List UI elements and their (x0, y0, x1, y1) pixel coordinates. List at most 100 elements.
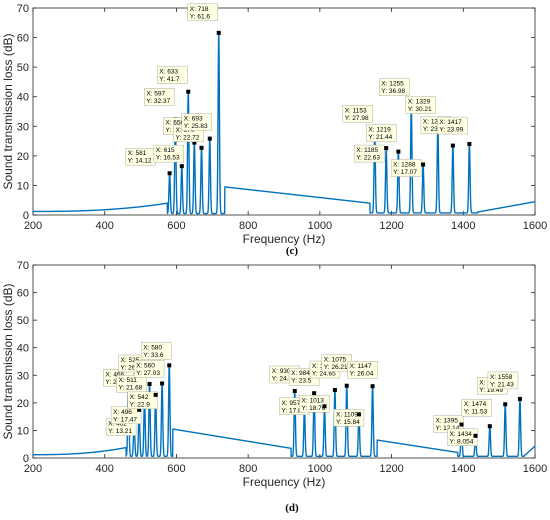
datatip-x-text: X: 1558 (490, 374, 513, 381)
datatip-y-text: Y: 14.12 (128, 158, 152, 165)
datatip-box (299, 395, 330, 413)
datatip-box (347, 361, 378, 379)
panel-label: (d) (285, 502, 299, 514)
datatip-y-text: Y: 23.99 (439, 127, 463, 134)
datatip-y-text: Y: 13.21 (108, 428, 132, 435)
datatip-x-text: X: 1434 (449, 431, 472, 438)
x-tick-label: 200 (24, 220, 42, 232)
x-tick-label: 1000 (308, 463, 332, 475)
x-tick-label: 600 (167, 463, 185, 475)
datatip-box (157, 66, 188, 84)
datatip-marker (396, 149, 401, 154)
chart-panel-c: 0 10 20 30 40 50 60 70 200 400 600 800 1000 1200 1400 1… (1, 3, 547, 257)
datatip-y-text: Y: 21.68 (119, 385, 143, 392)
datatip-y-text: Y: 41.7 (159, 76, 180, 83)
datatip-y-text: Y: 26.21 (324, 364, 348, 371)
y-tick-label: 10 (17, 180, 29, 192)
datatip-x-text: X: 511 (119, 377, 138, 384)
datatip-marker (384, 146, 389, 151)
datatip-x-text: X: 984 (291, 370, 310, 377)
datatip-x-text: X: 1219 (368, 127, 391, 134)
datatip-y-text: Y: 12.14 (435, 425, 459, 432)
datatip-x-text: X: 1417 (439, 119, 462, 126)
x-tick-label: 600 (167, 220, 185, 232)
datatip-box (153, 144, 185, 163)
datatip-x-text: X: 581 (128, 150, 147, 157)
datatip-box (110, 406, 142, 425)
datatip-marker (356, 412, 361, 417)
datatip-x-text: X: 466 (105, 371, 124, 378)
datatip-x-text: X: 1109 (336, 411, 358, 418)
datatip-marker (473, 433, 478, 438)
x-tick-label: 1200 (379, 220, 403, 232)
datatip-y-text: Y: 8.054 (449, 438, 473, 445)
datatip-box (353, 144, 385, 163)
datatip-x-text: X: 718 (190, 6, 209, 13)
datatip-x-text: X: 496 (113, 409, 132, 416)
datatip-box (187, 3, 218, 22)
datatip-y-text: Y: 27.98 (345, 115, 369, 122)
datatip-y-text: Y: 25.83 (184, 123, 208, 130)
datatip-marker (192, 140, 197, 145)
x-tick-label: 1600 (523, 220, 547, 232)
datatip-marker (292, 388, 297, 393)
datatip-box (342, 105, 373, 123)
datatip-box (333, 409, 365, 427)
datatip-x-text: X: 580 (143, 344, 162, 351)
datatip-y-text: Y: 16.53 (156, 155, 180, 162)
y-tick-label: 50 (17, 315, 29, 327)
y-tick-label: 30 (17, 370, 29, 382)
datatip-box (390, 159, 422, 177)
x-tick-label: 400 (96, 463, 114, 475)
datatip-y-text: Y: 11.53 (464, 409, 488, 416)
datatip-marker (467, 142, 472, 147)
datatip-marker (216, 30, 221, 35)
datatip-x-text: X: 542 (130, 394, 149, 401)
y-tick-label: 50 (17, 62, 29, 74)
y-tick-label: 30 (17, 121, 29, 133)
x-tick-label: 800 (239, 463, 257, 475)
datatip-y-text: Y: 21.43 (490, 381, 514, 388)
y-tick-label: 40 (17, 92, 29, 104)
datatip-marker (207, 136, 212, 141)
datatip-x-text: X: 1329 (408, 99, 431, 106)
datatip-marker (459, 422, 464, 427)
y-tick-label: 10 (17, 425, 29, 437)
datatip-y-text: Y: 18.76 (302, 405, 326, 412)
series-line (32, 364, 536, 458)
panel-label: (c) (286, 245, 299, 257)
datatip-x-text: X: 597 (146, 90, 165, 97)
x-tick-label: 400 (96, 220, 114, 232)
datatip-x-text: X: 633 (159, 69, 178, 76)
datatip-x-text: X: 1474 (464, 401, 487, 408)
y-tick-label: 60 (17, 33, 29, 45)
y-tick-label: 60 (17, 288, 29, 300)
y-axis-label: Sound transmission loss (dB) (1, 33, 15, 189)
datatip-y-text: Y: 26.85 (121, 364, 145, 371)
datatip-x-text: X: 957 (281, 400, 300, 407)
datatip-box (487, 371, 519, 390)
datatip-y-text: Y: 17.07 (393, 169, 417, 176)
datatip-box (366, 124, 397, 142)
datatip-y-text: Y: 17.47 (113, 416, 137, 423)
datatip-y-text: Y: 23.47 (423, 126, 447, 133)
datatip-marker (370, 384, 375, 389)
y-tick-label: 0 (23, 210, 29, 222)
datatip-y-text: Y: 32.37 (146, 98, 170, 105)
datatip-x-text: X: 930 (272, 368, 291, 375)
datatip-x-text: X: 1371 (423, 119, 446, 126)
datatip-y-text: Y: 24.31 (272, 375, 296, 382)
datatip-x-text: X: 650 (165, 120, 184, 127)
datatip-box (127, 391, 158, 410)
datatip-x-text: X: 1147 (350, 363, 372, 370)
datatip-marker (322, 404, 327, 409)
